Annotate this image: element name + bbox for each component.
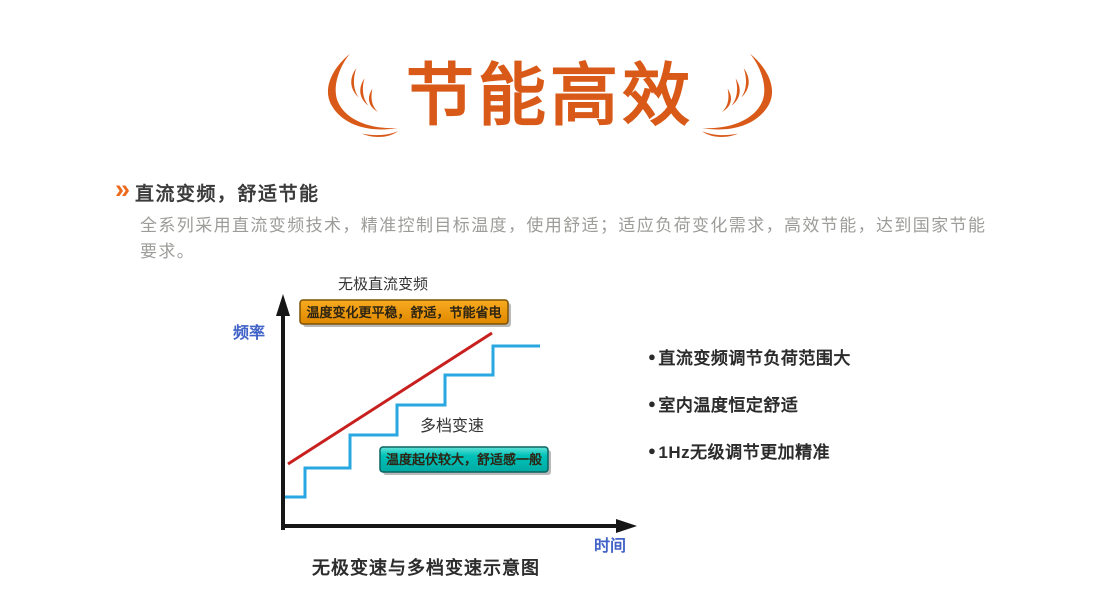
stepless-callout-box — [299, 299, 509, 325]
page-header: 节能高效 — [0, 48, 1100, 144]
section-heading-row: » 直流变频，舒适节能 — [115, 174, 995, 206]
multi-gear-series-label: 多档变速 — [420, 417, 484, 435]
staircase-line — [285, 344, 540, 499]
stepless-series-label: 无极直流变频 — [338, 276, 428, 293]
frequency-time-diagram: 无极直流变频 温度变化更平稳，舒适，节能省电 频率 时间 多档变速 温度起伏较大… — [230, 268, 650, 590]
stepless-callout-text: 温度变化更平稳，舒适，节能省电 — [306, 305, 501, 320]
feature-item: ● 直流变频调节负荷范围大 — [648, 344, 851, 369]
bullet-icon: ● — [648, 349, 657, 364]
bullet-icon: ● — [648, 396, 657, 411]
page-title: 节能高效 — [405, 57, 694, 134]
bullet-icon: ● — [648, 443, 657, 458]
left-swoosh-icon — [327, 53, 398, 137]
feature-text: 直流变频调节负荷范围大 — [658, 349, 851, 368]
feature-text: 1Hz无级调节更加精准 — [658, 443, 831, 462]
x-axis-arrow-icon — [616, 519, 637, 533]
feature-text: 室内温度恒定舒适 — [658, 396, 799, 415]
y-axis-label: 频率 — [233, 323, 265, 342]
stepless-line — [287, 331, 493, 466]
multi-gear-callout-box — [379, 446, 549, 473]
x-axis-label: 时间 — [594, 536, 626, 555]
section-heading: 直流变频，舒适节能 — [135, 184, 320, 205]
multi-gear-callout-text: 温度起伏较大，舒适感一般 — [386, 452, 542, 467]
feature-section: » 直流变频，舒适节能 全系列采用直流变频技术，精准控制目标温度，使用舒适；适应… — [115, 174, 995, 265]
section-body: 全系列采用直流变频技术，精准控制目标温度，使用舒适；适应负荷变化需求，高效节能，… — [140, 216, 987, 261]
chart-caption: 无极变速与多档变速示意图 — [312, 557, 540, 578]
feature-list: ● 直流变频调节负荷范围大 ● 室内温度恒定舒适 ● 1Hz无级调节更加精准 — [648, 344, 851, 485]
feature-item: ● 1Hz无级调节更加精准 — [648, 438, 851, 463]
feature-item: ● 室内温度恒定舒适 — [648, 391, 851, 416]
right-swoosh-icon — [702, 53, 773, 137]
double-chevron-icon: » — [115, 174, 130, 204]
y-axis-arrow-icon — [276, 294, 290, 316]
